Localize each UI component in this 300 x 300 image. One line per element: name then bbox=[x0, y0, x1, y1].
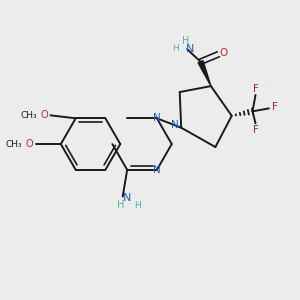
Text: O: O bbox=[220, 48, 228, 58]
Text: H: H bbox=[117, 200, 124, 211]
Text: H: H bbox=[172, 44, 178, 53]
Text: O: O bbox=[40, 110, 48, 120]
Text: N: N bbox=[186, 44, 194, 54]
Text: N: N bbox=[171, 120, 178, 130]
Text: F: F bbox=[253, 84, 259, 94]
Text: F: F bbox=[272, 102, 278, 112]
Text: N: N bbox=[153, 113, 161, 123]
Text: CH₃: CH₃ bbox=[21, 111, 37, 120]
Text: H: H bbox=[182, 36, 189, 46]
Text: CH₃: CH₃ bbox=[6, 140, 22, 148]
Text: N: N bbox=[153, 165, 161, 175]
Polygon shape bbox=[198, 61, 211, 86]
Text: H: H bbox=[134, 201, 141, 210]
Text: N: N bbox=[123, 193, 131, 203]
Text: F: F bbox=[253, 125, 259, 135]
Text: O: O bbox=[25, 139, 33, 149]
